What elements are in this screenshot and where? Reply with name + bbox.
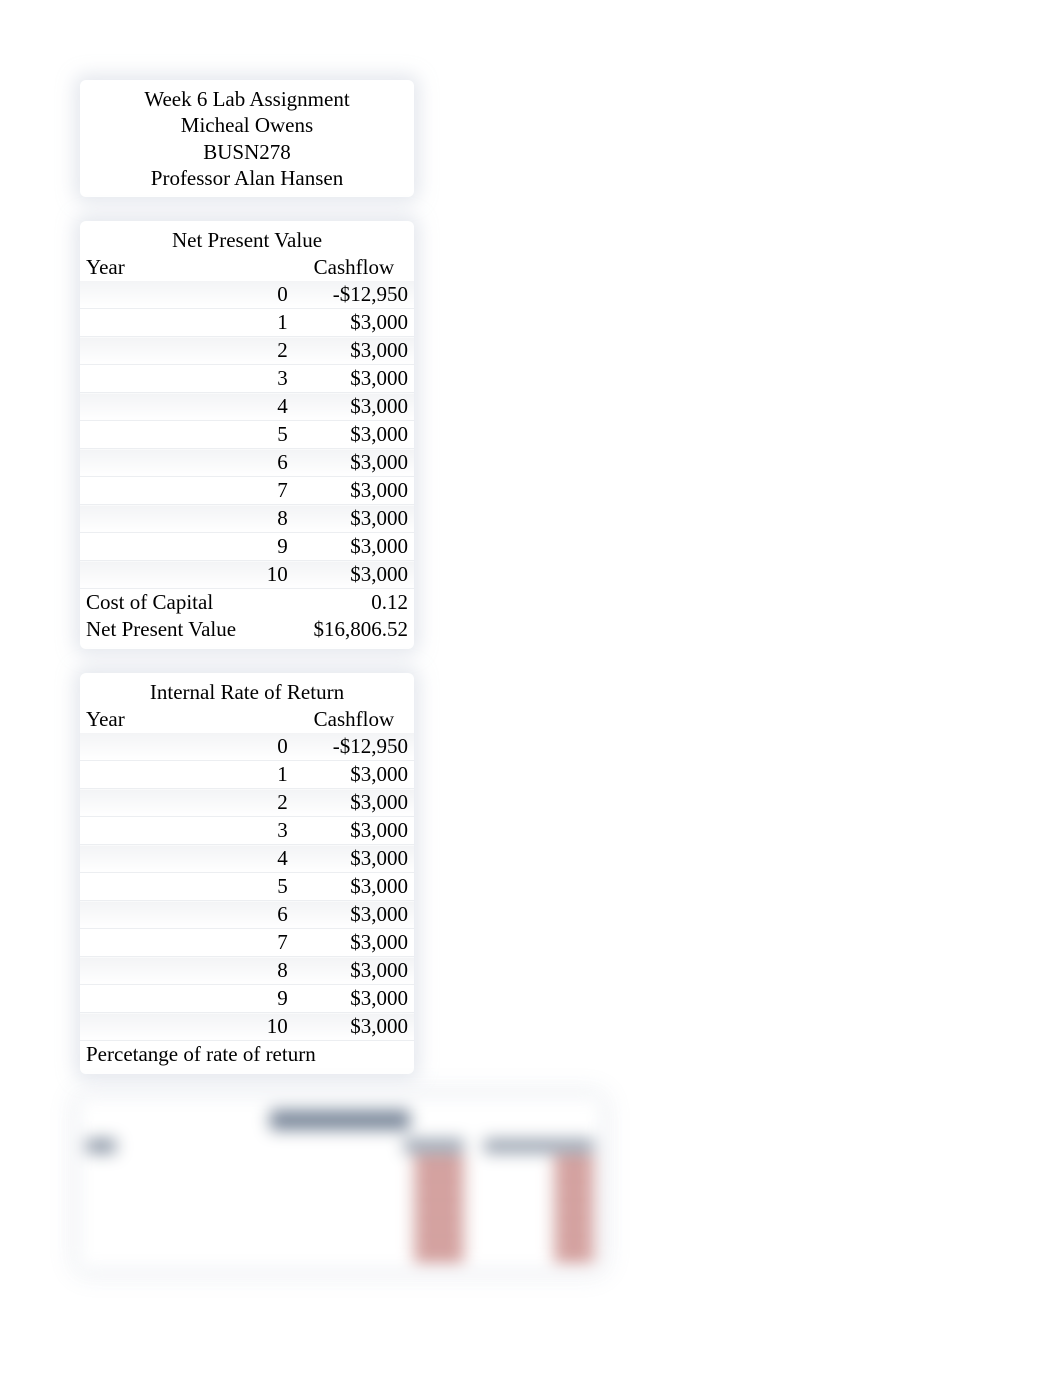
cashflow-cell: $3,000 <box>294 957 414 985</box>
irr-col-cash: Cashflow <box>294 706 414 733</box>
irr-table: Internal Rate of Return Year Cashflow 0-… <box>80 679 414 1068</box>
cashflow-cell: $3,000 <box>294 421 414 449</box>
page: Week 6 Lab Assignment Micheal Owens BUSN… <box>0 0 1062 1372</box>
year-cell: 0 <box>80 733 294 761</box>
cashflow-cell: $3,000 <box>294 337 414 365</box>
year-cell: 4 <box>80 845 294 873</box>
blurred-table <box>80 1136 600 1262</box>
table-row: 10$3,000 <box>80 561 414 589</box>
year-cell: 4 <box>80 393 294 421</box>
table-row: 8$3,000 <box>80 505 414 533</box>
cashflow-cell: $3,000 <box>294 845 414 873</box>
year-cell: 10 <box>80 561 294 589</box>
cashflow-cell: $3,000 <box>294 789 414 817</box>
cashflow-cell: $3,000 <box>294 477 414 505</box>
year-cell: 2 <box>80 337 294 365</box>
table-row: 9$3,000 <box>80 533 414 561</box>
cashflow-cell: $3,000 <box>294 761 414 789</box>
cashflow-cell: $3,000 <box>294 449 414 477</box>
year-cell: 1 <box>80 761 294 789</box>
header-line-3: BUSN278 <box>80 139 414 165</box>
blurred-preview-block <box>80 1098 600 1268</box>
header-line-4: Professor Alan Hansen <box>80 165 414 191</box>
npv-result-value: $16,806.52 <box>294 616 414 643</box>
npv-table: Net Present Value Year Cashflow 0-$12,95… <box>80 227 414 643</box>
table-row: 3$3,000 <box>80 817 414 845</box>
table-row: 2$3,000 <box>80 789 414 817</box>
year-cell: 0 <box>80 281 294 309</box>
header-block: Week 6 Lab Assignment Micheal Owens BUSN… <box>80 80 414 197</box>
cashflow-cell: $3,000 <box>294 561 414 589</box>
irr-pct-label: Percetange of rate of return <box>86 1042 316 1066</box>
year-cell: 9 <box>80 533 294 561</box>
table-row: 3$3,000 <box>80 365 414 393</box>
year-cell: 8 <box>80 505 294 533</box>
table-row: 7$3,000 <box>80 477 414 505</box>
cashflow-cell: -$12,950 <box>294 733 414 761</box>
table-row: 1$3,000 <box>80 309 414 337</box>
npv-block: Net Present Value Year Cashflow 0-$12,95… <box>80 221 414 649</box>
table-row: 1$3,000 <box>80 761 414 789</box>
year-cell: 7 <box>80 477 294 505</box>
cashflow-cell: $3,000 <box>294 533 414 561</box>
year-cell: 8 <box>80 957 294 985</box>
table-row: 6$3,000 <box>80 901 414 929</box>
table-row: 7$3,000 <box>80 929 414 957</box>
table-row: 0-$12,950 <box>80 281 414 309</box>
table-row: 2$3,000 <box>80 337 414 365</box>
npv-col-year: Year <box>80 254 294 281</box>
irr-col-year: Year <box>80 706 294 733</box>
table-row: 0-$12,950 <box>80 733 414 761</box>
year-cell: 5 <box>80 421 294 449</box>
npv-title: Net Present Value <box>80 227 414 254</box>
cashflow-cell: $3,000 <box>294 393 414 421</box>
npv-cost-label: Cost of Capital <box>80 589 294 617</box>
cashflow-cell: $3,000 <box>294 817 414 845</box>
cashflow-cell: -$12,950 <box>294 281 414 309</box>
cashflow-cell: $3,000 <box>294 309 414 337</box>
cashflow-cell: $3,000 <box>294 365 414 393</box>
cashflow-cell: $3,000 <box>294 901 414 929</box>
year-cell: 6 <box>80 449 294 477</box>
irr-title: Internal Rate of Return <box>80 679 414 706</box>
npv-result-label: Net Present Value <box>80 616 294 643</box>
year-cell: 6 <box>80 901 294 929</box>
table-row: 4$3,000 <box>80 393 414 421</box>
table-row: 10$3,000 <box>80 1013 414 1041</box>
table-row: 5$3,000 <box>80 421 414 449</box>
year-cell: 10 <box>80 1013 294 1041</box>
year-cell: 5 <box>80 873 294 901</box>
year-cell: 7 <box>80 929 294 957</box>
blurred-title <box>270 1110 410 1130</box>
year-cell: 9 <box>80 985 294 1013</box>
year-cell: 3 <box>80 365 294 393</box>
table-row: 8$3,000 <box>80 957 414 985</box>
table-row: 6$3,000 <box>80 449 414 477</box>
npv-cost-value: 0.12 <box>294 589 414 617</box>
table-row: 4$3,000 <box>80 845 414 873</box>
cashflow-cell: $3,000 <box>294 1013 414 1041</box>
header-line-1: Week 6 Lab Assignment <box>80 86 414 112</box>
table-row: 5$3,000 <box>80 873 414 901</box>
irr-block: Internal Rate of Return Year Cashflow 0-… <box>80 673 414 1074</box>
cashflow-cell: $3,000 <box>294 505 414 533</box>
year-cell: 2 <box>80 789 294 817</box>
table-row: 9$3,000 <box>80 985 414 1013</box>
year-cell: 1 <box>80 309 294 337</box>
cashflow-cell: $3,000 <box>294 985 414 1013</box>
cashflow-cell: $3,000 <box>294 873 414 901</box>
cashflow-cell: $3,000 <box>294 929 414 957</box>
year-cell: 3 <box>80 817 294 845</box>
header-line-2: Micheal Owens <box>80 112 414 138</box>
npv-col-cash: Cashflow <box>294 254 414 281</box>
